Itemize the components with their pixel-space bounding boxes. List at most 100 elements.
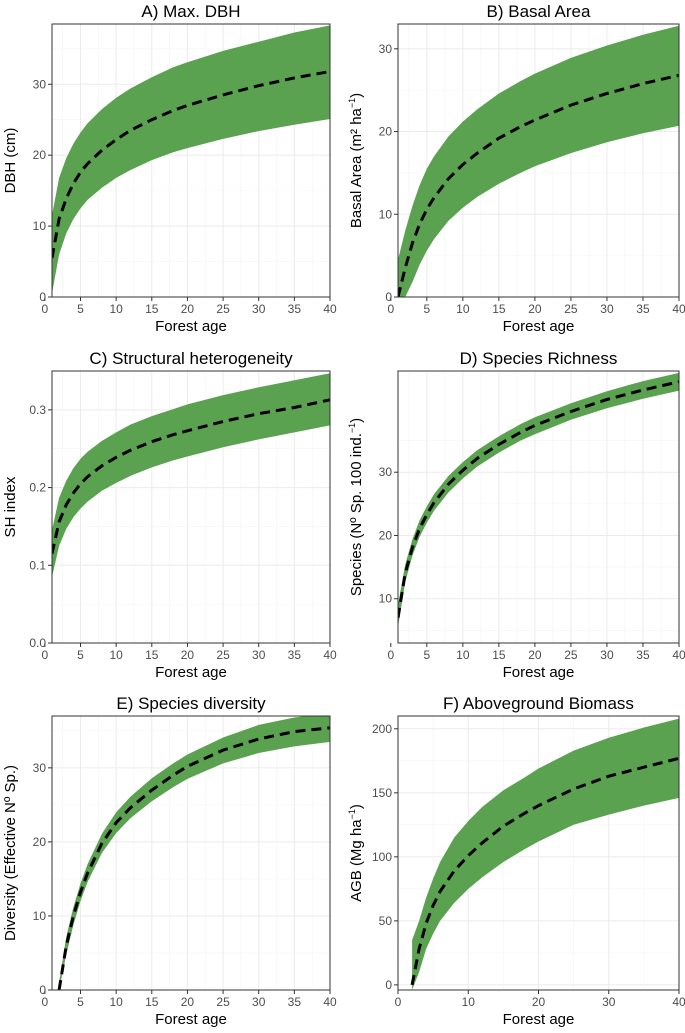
y-tick-label: 30	[379, 42, 393, 56]
confidence-band	[59, 716, 330, 990]
x-tick-label: 25	[564, 302, 578, 316]
x-tick-label: 40	[672, 995, 685, 1009]
panel-a: 0 5 10 15 20 25 30 35 40 0 10 20 30 A) Max. DBH Forest…	[2, 2, 337, 335]
y-tick-label: 20	[379, 528, 393, 542]
x-tick-label: 10	[456, 302, 470, 316]
x-tick-label: 15	[145, 648, 159, 662]
x-tick-label: 40	[323, 302, 337, 316]
chart-title: E) Species diversity	[116, 694, 266, 713]
x-axis-label: Forest age	[155, 1011, 227, 1028]
x-tick-label: 15	[145, 302, 159, 316]
x-tick-label: 30	[602, 995, 616, 1009]
confidence-band	[52, 373, 330, 577]
y-tick-label: 20	[379, 125, 393, 139]
x-tick-label: 35	[636, 302, 650, 316]
x-tick-label: 10	[456, 648, 470, 662]
chart-title: D) Species Richness	[460, 349, 618, 368]
chart-title: A) Max. DBH	[141, 2, 240, 21]
x-tick-label: 30	[600, 302, 614, 316]
x-tick-label: 35	[288, 302, 302, 316]
y-axis-label-superscript: −1	[347, 98, 357, 108]
x-tick-label: 0	[387, 302, 394, 316]
y-tick-label: 0	[39, 290, 46, 304]
panel-border	[51, 23, 331, 298]
panel-c: 0 5 10 15 20 25 30 35 40 0.0 0.1 0.2 0.3 C) Structura…	[2, 349, 337, 681]
fitted-line	[52, 398, 330, 554]
x-tick-label: 10	[109, 648, 123, 662]
x-tick-label: 40	[672, 648, 685, 662]
y-tick-label: 0	[385, 978, 392, 992]
y-tick-label: 100	[372, 850, 392, 864]
y-tick-label: 10	[379, 207, 393, 221]
y-tick-label: 0.2	[29, 481, 46, 495]
x-tick-label: 35	[288, 995, 302, 1009]
y-tick-label: 30	[33, 77, 47, 91]
y-tick-label: 10	[379, 592, 393, 606]
x-tick-label: 0	[42, 648, 49, 662]
x-tick-label: 20	[181, 995, 195, 1009]
x-tick-label: 35	[288, 648, 302, 662]
x-tick-label: 15	[492, 648, 506, 662]
y-tick-label: 0.1	[29, 558, 46, 572]
x-tick-label: 0	[42, 302, 49, 316]
y-axis-label-close: )	[348, 418, 365, 423]
y-axis-label-main: AGB (Mg ha	[348, 819, 365, 902]
x-tick-label: 30	[252, 302, 266, 316]
y-tick-label: 0.3	[29, 403, 46, 417]
x-tick-label: 30	[252, 648, 266, 662]
panel-e: 0 5 10 15 20 25 30 35 40 0 10 20 30 E) Species divers…	[2, 694, 337, 1028]
x-tick-label: 20	[528, 648, 542, 662]
confidence-band	[52, 25, 330, 294]
fitted-line	[52, 70, 330, 259]
x-tick-label: 5	[77, 302, 84, 316]
panel-background	[398, 371, 679, 643]
x-axis-label: Forest age	[155, 664, 227, 681]
panel-border	[397, 370, 680, 644]
y-tick-label: 0	[39, 983, 46, 997]
y-tick-label: 30	[379, 465, 393, 479]
panel-f: 0 10 20 30 40 0 50 100 150 200 F) Aboveground Biom…	[347, 694, 685, 1028]
chart-title: F) Aboveground Biomass	[443, 694, 634, 713]
x-tick-label: 25	[216, 995, 230, 1009]
x-tick-label: 20	[181, 302, 195, 316]
y-axis-label-close: )	[348, 93, 365, 98]
x-tick-label: 30	[252, 995, 266, 1009]
fitted-line	[410, 756, 679, 986]
y-axis-label-main: Species (Nº Sp. 100 ind.	[348, 433, 365, 596]
x-tick-label: 25	[216, 648, 230, 662]
x-tick-label: 40	[672, 302, 685, 316]
panel-border	[51, 715, 331, 991]
y-tick-label: 0.0	[29, 636, 46, 650]
x-axis-label: Forest age	[155, 318, 227, 335]
x-tick-label: 10	[462, 995, 476, 1009]
panel-border	[397, 23, 680, 298]
fitted-line	[398, 73, 679, 297]
y-tick-label: 0	[385, 290, 392, 304]
confidence-band	[412, 718, 679, 990]
x-tick-label: 30	[600, 648, 614, 662]
y-axis-label-superscript: −1	[347, 809, 357, 819]
y-axis-label: SH index	[2, 476, 19, 537]
y-axis-label-superscript: −1	[347, 423, 357, 433]
x-tick-label: 20	[532, 995, 546, 1009]
x-tick-label: 15	[492, 302, 506, 316]
y-axis-label-main: Basal Area (m² ha	[348, 107, 365, 228]
fitted-line	[398, 380, 679, 618]
x-tick-label: 20	[181, 648, 195, 662]
x-tick-label: 5	[77, 995, 84, 1009]
panel-border	[51, 370, 331, 644]
x-tick-label: 5	[77, 648, 84, 662]
x-tick-label: 20	[528, 302, 542, 316]
y-axis-label: AGB (Mg ha−1)	[347, 804, 365, 902]
x-axis-label: Forest age	[503, 664, 575, 681]
y-tick-label: 50	[379, 914, 393, 928]
y-axis-label: Species (Nº Sp. 100 ind.−1)	[347, 418, 365, 596]
y-axis-label-close: )	[348, 804, 365, 809]
x-tick-label: 40	[323, 995, 337, 1009]
chart-title: C) Structural heterogeneity	[89, 349, 293, 368]
y-tick-label: 200	[372, 722, 392, 736]
y-axis-label: Diversity (Effective Nº Sp.)	[2, 765, 19, 941]
y-axis-label: DBH (cm)	[2, 128, 19, 194]
y-tick-label: 20	[33, 835, 47, 849]
